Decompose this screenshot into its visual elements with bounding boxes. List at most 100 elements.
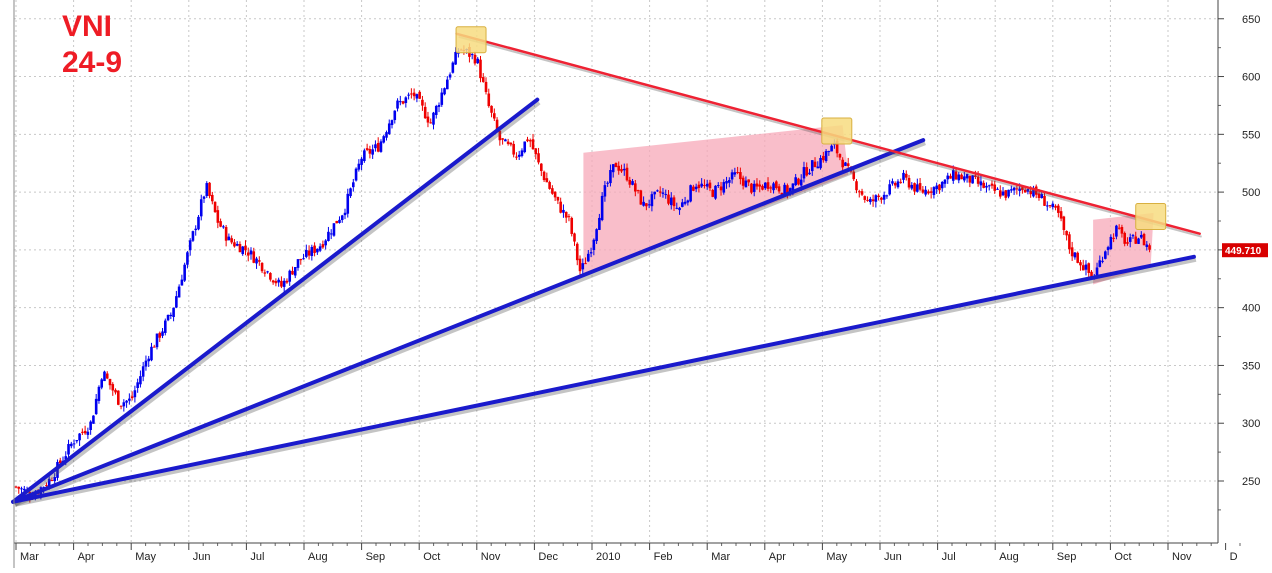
candle-body <box>769 187 773 189</box>
candle-body <box>346 193 350 214</box>
candle-body <box>108 378 112 386</box>
candle-body <box>374 144 377 149</box>
candle-body <box>567 216 571 218</box>
candle-body <box>493 113 496 119</box>
candle-body <box>963 176 966 181</box>
candle-body <box>733 172 737 175</box>
candle-body <box>1015 188 1019 190</box>
candle-body <box>1010 189 1013 191</box>
candle-body <box>390 120 394 126</box>
candle-body <box>603 185 607 197</box>
candle-body <box>72 443 76 445</box>
candle-body <box>799 179 803 186</box>
candle-body <box>172 307 175 318</box>
candle-body <box>725 180 728 184</box>
candle-body <box>808 172 811 175</box>
candle-body <box>1026 188 1030 192</box>
candle-body <box>882 194 886 200</box>
y-tick-label: 550 <box>1242 129 1260 141</box>
candle-body <box>910 184 914 189</box>
candle-body <box>125 400 128 403</box>
candle-body <box>1021 187 1024 191</box>
candle-body <box>766 182 770 189</box>
highlight-apr-touch <box>821 117 853 145</box>
candle-body <box>719 186 723 191</box>
candle-body <box>1139 234 1143 238</box>
candle-body <box>1048 205 1052 207</box>
candle-body <box>169 314 173 317</box>
candle-body <box>647 204 651 206</box>
highlight-oct-peak <box>455 26 487 54</box>
candle-body <box>531 139 535 150</box>
candle-body <box>949 175 952 179</box>
candle-body <box>481 77 485 82</box>
candle-body <box>744 180 748 188</box>
candle-body <box>1045 205 1049 207</box>
candle-body <box>985 185 988 188</box>
candle-body <box>69 443 73 447</box>
candle-body <box>1142 234 1146 246</box>
candle-body <box>111 384 115 391</box>
candle-body <box>891 181 894 184</box>
candle-body <box>440 92 444 105</box>
candle-body <box>728 179 731 183</box>
candle-body <box>360 158 363 165</box>
candle-body <box>927 191 930 194</box>
trendline-shadow <box>14 141 926 507</box>
candle-body <box>661 192 665 194</box>
candle-body <box>528 140 532 142</box>
candle-body <box>78 433 81 441</box>
chart-title-line2: 24-9 <box>62 46 123 79</box>
candle-body <box>216 210 220 223</box>
candle-body <box>628 179 632 185</box>
candle-body <box>965 173 969 179</box>
candle-body <box>454 52 457 65</box>
candle-body <box>1090 271 1093 277</box>
candle-body <box>188 240 192 251</box>
candle-body <box>824 151 828 162</box>
candle-body <box>194 228 198 231</box>
candle-body <box>1023 189 1027 193</box>
trendline-support-steep <box>11 97 540 504</box>
x-tick-label: Sep <box>366 551 386 563</box>
trendline-shadow <box>14 257 1197 507</box>
candle-body <box>501 138 504 140</box>
candle-body <box>1065 230 1068 236</box>
y-tick-label: 300 <box>1242 418 1260 430</box>
candle-body <box>639 190 643 205</box>
y-tick-label: 350 <box>1242 360 1260 372</box>
candle-body <box>871 199 875 202</box>
candle-body <box>932 187 936 196</box>
candle-body <box>293 267 297 276</box>
candle-body <box>631 181 634 185</box>
candle-body <box>747 179 750 183</box>
candle-body <box>540 163 543 172</box>
candle-body <box>244 245 247 251</box>
candle-body <box>783 184 786 195</box>
candle-body <box>277 279 280 283</box>
candle-body <box>357 163 361 170</box>
candle-body <box>313 245 316 253</box>
candle-body <box>97 386 101 401</box>
candle-body <box>1148 245 1151 250</box>
candle-body <box>376 142 380 152</box>
candle-body <box>432 112 435 125</box>
candle-body <box>874 195 878 202</box>
candle-body <box>20 488 23 490</box>
trendlines-layer <box>11 32 1202 507</box>
candle-body <box>385 132 388 138</box>
candle-body <box>426 116 430 123</box>
candle-body <box>349 188 352 197</box>
candle-body <box>672 197 676 207</box>
candle-body <box>490 105 493 113</box>
candle-body <box>990 183 994 186</box>
candle-body <box>1057 205 1060 213</box>
candle-body <box>401 101 405 104</box>
candle-body <box>526 139 529 142</box>
candle-body <box>509 142 513 145</box>
candle-body <box>960 174 963 180</box>
candle-body <box>880 197 883 200</box>
candle-body <box>288 270 292 282</box>
candle-body <box>584 263 587 265</box>
